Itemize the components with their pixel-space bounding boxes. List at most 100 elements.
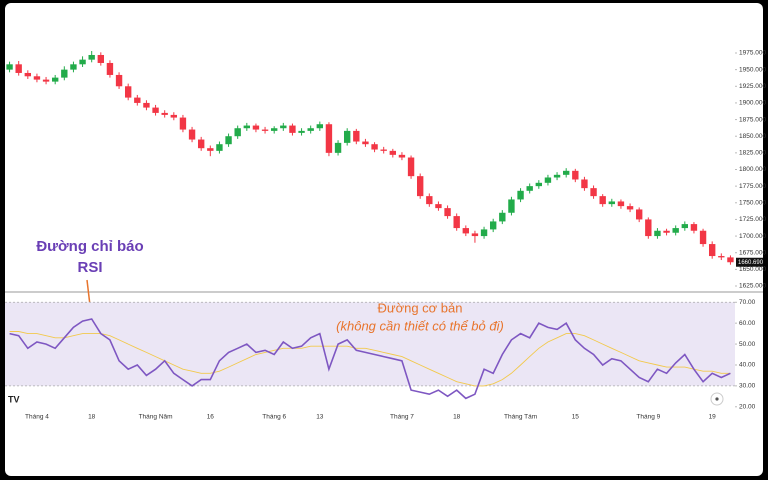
y-tick-label: 60.00 xyxy=(739,320,756,327)
x-tick-label: Tháng 4 xyxy=(25,414,49,421)
candle-body xyxy=(316,124,324,129)
candle-body xyxy=(371,144,378,150)
candle-body xyxy=(33,76,41,80)
candle-body xyxy=(526,186,533,191)
candle-body xyxy=(535,182,543,187)
y-tick-label: 40.00 xyxy=(739,362,756,369)
annotation: Đường cơ bản xyxy=(377,300,462,315)
candle-body xyxy=(343,130,351,143)
candle-body xyxy=(626,206,634,210)
candle-body xyxy=(106,62,114,75)
y-tick-label: 50.00 xyxy=(739,341,756,348)
candle-body xyxy=(407,157,415,177)
candle-body xyxy=(252,125,260,130)
candle-body xyxy=(307,128,314,131)
candle-body xyxy=(480,229,488,237)
y-tick-label: 1775.000 xyxy=(739,183,766,190)
rsi-line xyxy=(9,331,731,387)
candle-body xyxy=(70,64,77,70)
candle-body xyxy=(170,114,178,118)
candle-body xyxy=(581,179,588,189)
candle-body xyxy=(88,54,95,60)
x-tick-label: Tháng 6 xyxy=(262,414,286,421)
x-tick-label: Tháng 7 xyxy=(390,414,414,421)
candle-body xyxy=(462,228,470,234)
candle-body xyxy=(645,219,652,237)
candle-body xyxy=(590,188,597,197)
x-tick-label: 18 xyxy=(88,414,96,421)
candle-body xyxy=(298,130,305,133)
rsi-line xyxy=(9,318,731,400)
annotation: (không cần thiết có thể bỏ đi) xyxy=(336,318,504,333)
y-tick-label: 70.00 xyxy=(739,299,756,306)
x-tick-label: Tháng Tám xyxy=(504,414,537,421)
y-tick-label: 1850.000 xyxy=(739,133,766,140)
candle-body xyxy=(15,64,22,73)
candle-body xyxy=(362,141,369,145)
candle-body xyxy=(24,72,32,77)
candle-body xyxy=(572,170,579,180)
rsi-band xyxy=(5,302,735,386)
candle-body xyxy=(134,97,141,103)
x-tick-label: Tháng Năm xyxy=(139,414,173,421)
candle-body xyxy=(270,128,278,131)
candle-body xyxy=(727,257,734,263)
candle-body xyxy=(672,228,679,233)
candle-body xyxy=(426,196,433,205)
y-tick-label: 1825.000 xyxy=(739,150,766,157)
candle-body xyxy=(608,201,616,205)
candle-body xyxy=(97,54,105,63)
x-tick-label: 19 xyxy=(709,414,717,421)
candle-body xyxy=(225,136,232,145)
last-price-label: 1660.690 xyxy=(738,260,764,266)
settings-icon-dot xyxy=(715,397,719,401)
candle-body xyxy=(690,224,698,231)
y-tick-label: 1750.000 xyxy=(739,200,766,207)
candle-body xyxy=(380,149,387,151)
annotation: Đường chỉ báo xyxy=(36,238,143,255)
y-tick-label: 1650.000 xyxy=(739,266,766,273)
candle-body xyxy=(599,196,606,205)
candle-body xyxy=(699,230,707,245)
candle-body xyxy=(663,230,670,233)
candle-body xyxy=(216,144,223,151)
candle-body xyxy=(453,216,460,229)
candle-body xyxy=(152,107,159,113)
candle-body xyxy=(6,64,13,70)
y-tick-label: 1925.000 xyxy=(739,83,766,90)
y-tick-label: 30.00 xyxy=(739,383,756,390)
y-tick-label: 1900.000 xyxy=(739,100,766,107)
y-tick-label: 1700.000 xyxy=(739,233,766,240)
y-tick-label: 1675.000 xyxy=(739,249,766,256)
logo: TV xyxy=(8,394,20,404)
candle-body xyxy=(243,125,251,129)
y-tick-label: 1975.000 xyxy=(739,50,766,57)
candle-body xyxy=(79,59,86,65)
candle-body xyxy=(562,170,570,175)
candle-body xyxy=(61,69,68,78)
candle-body xyxy=(489,221,497,230)
candle-body xyxy=(517,190,524,200)
y-tick-label: 1950.000 xyxy=(739,66,766,73)
candle-body xyxy=(444,208,451,217)
candle-body xyxy=(161,112,168,115)
candle-body xyxy=(718,256,725,258)
y-tick-label: 1800.000 xyxy=(739,166,766,173)
candle-body xyxy=(471,233,479,237)
candle-body xyxy=(508,199,515,213)
candle-body xyxy=(289,125,296,133)
y-tick-label: 1725.000 xyxy=(739,216,766,223)
x-tick-label: 13 xyxy=(316,414,324,421)
candle-body xyxy=(654,230,661,237)
x-tick-label: 16 xyxy=(207,414,215,421)
x-tick-label: 15 xyxy=(572,414,580,421)
candle-body xyxy=(553,174,561,178)
last-price-box xyxy=(736,257,763,267)
candle-body xyxy=(51,77,59,82)
y-tick-label: 20.00 xyxy=(739,403,756,410)
y-tick-label: 1875.000 xyxy=(739,116,766,123)
candle-body xyxy=(124,86,132,98)
candle-body xyxy=(207,148,214,151)
